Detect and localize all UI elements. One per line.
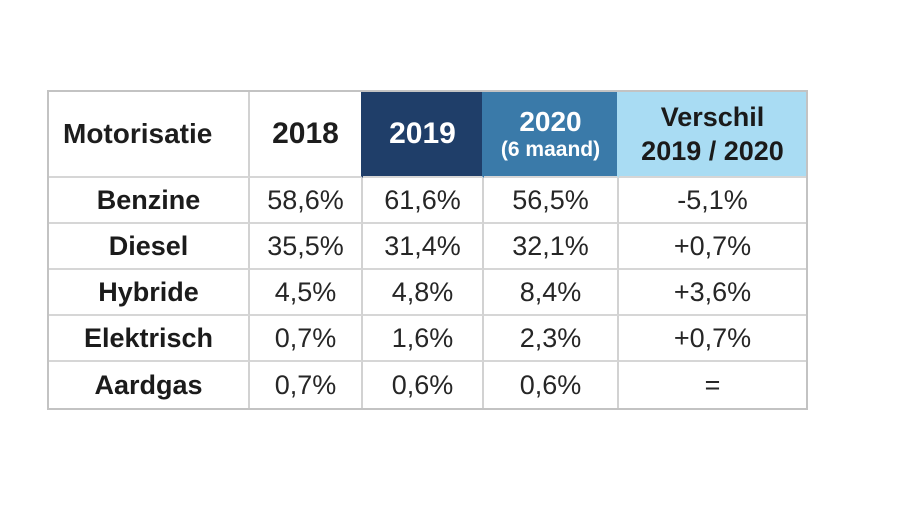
cell-aardgas-2020: 0,6% [484,362,619,408]
cell-benzine-2019: 61,6% [363,178,484,224]
cell-elektrisch-2019: 1,6% [363,316,484,362]
cell-aardgas-2019: 0,6% [363,362,484,408]
cell-hybride-verschil: +3,6% [619,270,806,316]
row-label-diesel: Diesel [49,224,250,270]
cell-hybride-2019: 4,8% [363,270,484,316]
header-2020-label: 2020 [519,105,582,137]
cell-diesel-2019: 31,4% [363,224,484,270]
cell-benzine-2018: 58,6% [250,178,363,224]
row-label-benzine: Benzine [49,178,250,224]
cell-benzine-verschil: -5,1% [619,178,806,224]
table-row-benzine: Benzine 58,6% 61,6% 56,5% -5,1% [49,178,806,224]
row-label-hybride: Hybride [49,270,250,316]
header-verschil: Verschil 2019 / 2020 [619,92,806,178]
motorisatie-table: Motorisatie 2018 2019 2020 (6 maand) Ver… [47,90,808,410]
cell-aardgas-verschil: = [704,369,721,400]
table-row-hybride: Hybride 4,5% 4,8% 8,4% +3,6% [49,270,806,316]
row-label-elektrisch: Elektrisch [49,316,250,362]
cell-elektrisch-verschil: +0,7% [619,316,806,362]
cell-elektrisch-2018: 0,7% [250,316,363,362]
header-2020-sublabel: (6 maand) [500,137,601,161]
row-label-aardgas: Aardgas [49,362,250,408]
cell-benzine-2020: 56,5% [484,178,619,224]
cell-hybride-2018: 4,5% [250,270,363,316]
header-2018: 2018 [250,92,363,178]
header-2019-label: 2019 [389,117,456,150]
cell-diesel-2020: 32,1% [484,224,619,270]
table-row-diesel: Diesel 35,5% 31,4% 32,1% +0,7% [49,224,806,270]
header-motorisatie: Motorisatie [49,92,250,178]
table-row-aardgas: Aardgas 0,7% 0,6% 0,6% = [49,362,806,408]
table-header-row: Motorisatie 2018 2019 2020 (6 maand) Ver… [49,92,806,178]
header-motorisatie-label: Motorisatie [63,118,213,149]
cell-diesel-2018: 35,5% [250,224,363,270]
header-2020: 2020 (6 maand) [484,92,619,178]
table-row-elektrisch: Elektrisch 0,7% 1,6% 2,3% +0,7% [49,316,806,362]
header-verschil-line2: 2019 / 2020 [641,136,784,166]
header-2018-label: 2018 [272,117,339,150]
cell-aardgas-2018: 0,7% [250,362,363,408]
cell-diesel-verschil: +0,7% [619,224,806,270]
header-verschil-line1: Verschil [660,102,765,132]
cell-hybride-2020: 8,4% [484,270,619,316]
header-2019: 2019 [363,92,484,178]
cell-elektrisch-2020: 2,3% [484,316,619,362]
